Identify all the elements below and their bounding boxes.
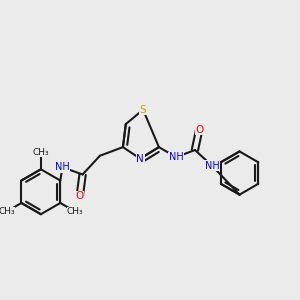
Text: CH₃: CH₃ <box>33 148 49 157</box>
Text: NH: NH <box>169 152 184 162</box>
Text: N: N <box>136 154 144 164</box>
Text: O: O <box>76 191 84 201</box>
Text: NH: NH <box>205 161 220 171</box>
Text: CH₃: CH₃ <box>67 207 84 216</box>
Text: S: S <box>140 105 146 115</box>
Text: CH₃: CH₃ <box>0 207 15 216</box>
Text: NH: NH <box>55 162 70 172</box>
Text: O: O <box>195 125 203 135</box>
